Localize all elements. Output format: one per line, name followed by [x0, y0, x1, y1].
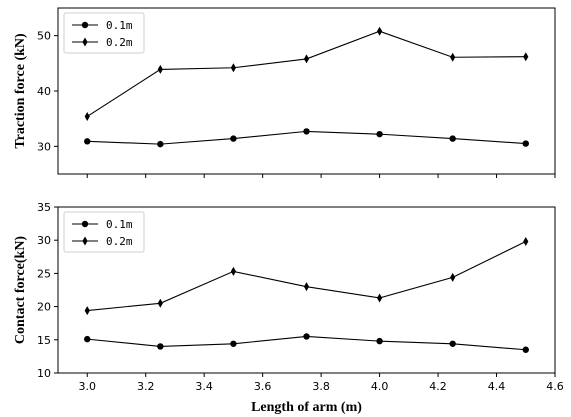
y-tick-label: 25: [37, 267, 51, 280]
data-point: [303, 282, 310, 292]
data-point: [450, 272, 456, 282]
legend-label: 0.2m: [106, 235, 133, 248]
chart-panel-2: 10 15 20 25 30 35 3.0 3.2 3.4 3.6 3.8 4.0 4.2 4.4 4.6 C…: [13, 201, 564, 415]
y-tick-label: 30: [37, 234, 51, 247]
legend-label: 0.1m: [106, 19, 133, 32]
plot-area-frame: [57, 206, 556, 374]
x-tick-label: 3.0: [78, 380, 96, 393]
x-tick-label: 3.6: [254, 380, 272, 393]
x-tick-label: 4.4: [488, 380, 506, 393]
series-0.2m: [84, 237, 529, 316]
x-tick-label: 4.0: [371, 380, 389, 393]
chart-panel-1: 30 40 50 Traction force (kN) 0.1m 0.2m: [13, 7, 556, 178]
data-point: [303, 333, 310, 340]
series-line: [86, 30, 526, 117]
legend-label: 0.2m: [106, 36, 133, 49]
data-point: [376, 337, 383, 345]
series-0.2m: [84, 26, 529, 121]
series-0.1m: [84, 333, 529, 353]
y-tick-label: 15: [37, 334, 51, 347]
data-point: [449, 135, 456, 142]
data-point: [522, 140, 529, 147]
data-point: [84, 335, 91, 343]
legend-marker: [82, 37, 88, 47]
data-point: [157, 298, 163, 308]
data-point: [230, 266, 237, 276]
y-axis-title: Contact force(kN): [13, 236, 28, 345]
x-axis-title: Length of arm (m): [251, 400, 362, 415]
legend: 0.1m 0.2m: [63, 211, 145, 253]
x-tick-label: 3.8: [312, 380, 330, 393]
y-axis-title: Traction force (kN): [13, 33, 28, 149]
x-tick-label: 4.6: [546, 380, 564, 393]
series-line: [87, 241, 527, 312]
data-point: [84, 138, 91, 145]
series-0.1m: [84, 128, 529, 148]
legend-marker: [81, 220, 89, 228]
data-point: [157, 343, 164, 350]
data-point: [303, 128, 310, 135]
x-tick-label: 4.2: [429, 380, 447, 393]
legend-label: 0.1m: [106, 218, 133, 231]
x-tick-label: 3.2: [137, 380, 155, 393]
y-tick-label: 20: [37, 301, 51, 314]
y-tick-label: 30: [37, 140, 51, 153]
data-point: [376, 293, 383, 303]
y-tick-label: 35: [37, 201, 51, 214]
data-point: [84, 306, 90, 316]
data-point: [230, 63, 237, 73]
y-tick-label: 40: [37, 85, 51, 98]
legend-marker: [81, 21, 89, 29]
legend-marker: [82, 236, 88, 246]
data-point: [376, 26, 383, 36]
data-point: [157, 64, 163, 74]
x-tick-label: 3.4: [195, 380, 213, 393]
legend: 0.1m 0.2m: [63, 12, 145, 54]
data-point: [522, 346, 529, 353]
data-point: [157, 140, 164, 148]
data-point: [376, 130, 383, 138]
data-point: [450, 52, 456, 62]
data-point: [230, 135, 237, 142]
data-point: [84, 111, 90, 121]
data-point: [230, 340, 237, 347]
data-point: [449, 340, 456, 347]
data-point: [523, 237, 529, 247]
y-tick-label: 10: [37, 367, 51, 380]
data-point: [523, 52, 529, 62]
y-tick-label: 50: [37, 30, 51, 43]
data-point: [303, 54, 310, 64]
